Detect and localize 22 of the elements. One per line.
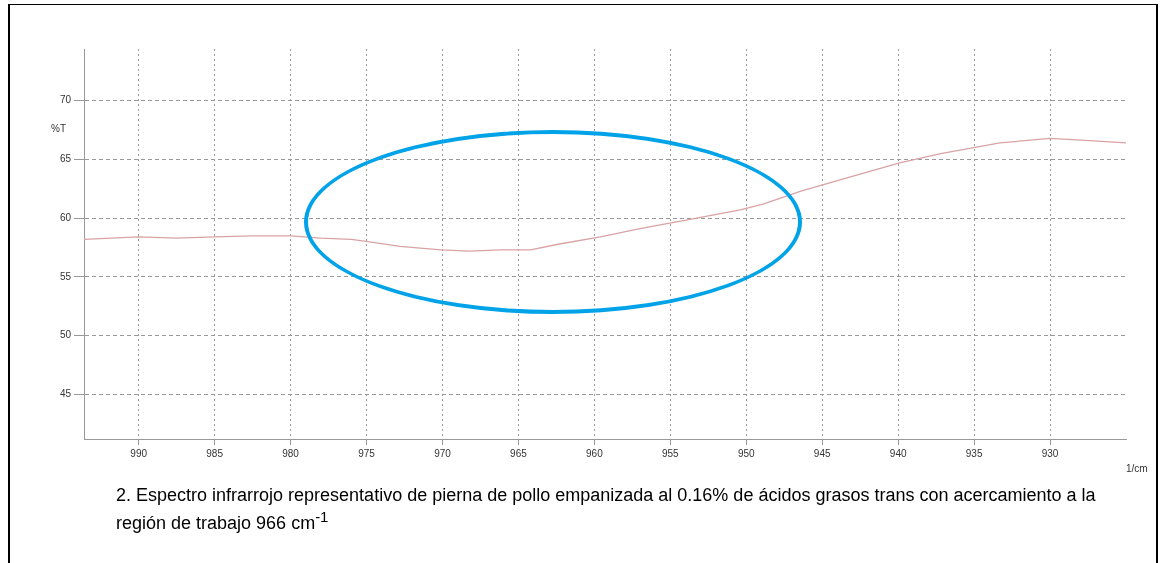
- x-tick-label: 975: [358, 447, 376, 459]
- y-tick-label: 55: [59, 270, 72, 282]
- y-axis-title: %T: [51, 123, 66, 135]
- x-tick-label: 940: [889, 447, 907, 459]
- y-tick-label: 45: [59, 388, 72, 400]
- y-tick-label: 50: [59, 329, 72, 341]
- x-tick-label: 960: [586, 447, 604, 459]
- x-tick-label: 945: [813, 447, 831, 459]
- x-tick-label: 990: [130, 447, 148, 459]
- x-tick-label: 985: [206, 447, 224, 459]
- y-tick-label: 65: [59, 153, 72, 165]
- x-tick-label: 930: [1041, 447, 1059, 459]
- x-tick-label: 935: [965, 447, 983, 459]
- x-tick-label: 950: [737, 447, 756, 459]
- x-tick-label: 980: [282, 447, 300, 459]
- x-tick-label: 970: [434, 447, 452, 459]
- x-axis-title: 1/cm: [1126, 462, 1148, 474]
- y-tick-label: 70: [59, 94, 72, 106]
- x-tick-label: 955: [661, 447, 680, 459]
- y-tick-label: 60: [59, 211, 72, 223]
- text: 2. Espectro infrarrojo representativo de pierna de pollo empanizada al 0.16% de ácidos grasos trans con acercamiento a la región de trabajo 966 cm$^{-1}$: [115, 484, 1096, 534]
- x-tick-label: 965: [510, 447, 528, 459]
